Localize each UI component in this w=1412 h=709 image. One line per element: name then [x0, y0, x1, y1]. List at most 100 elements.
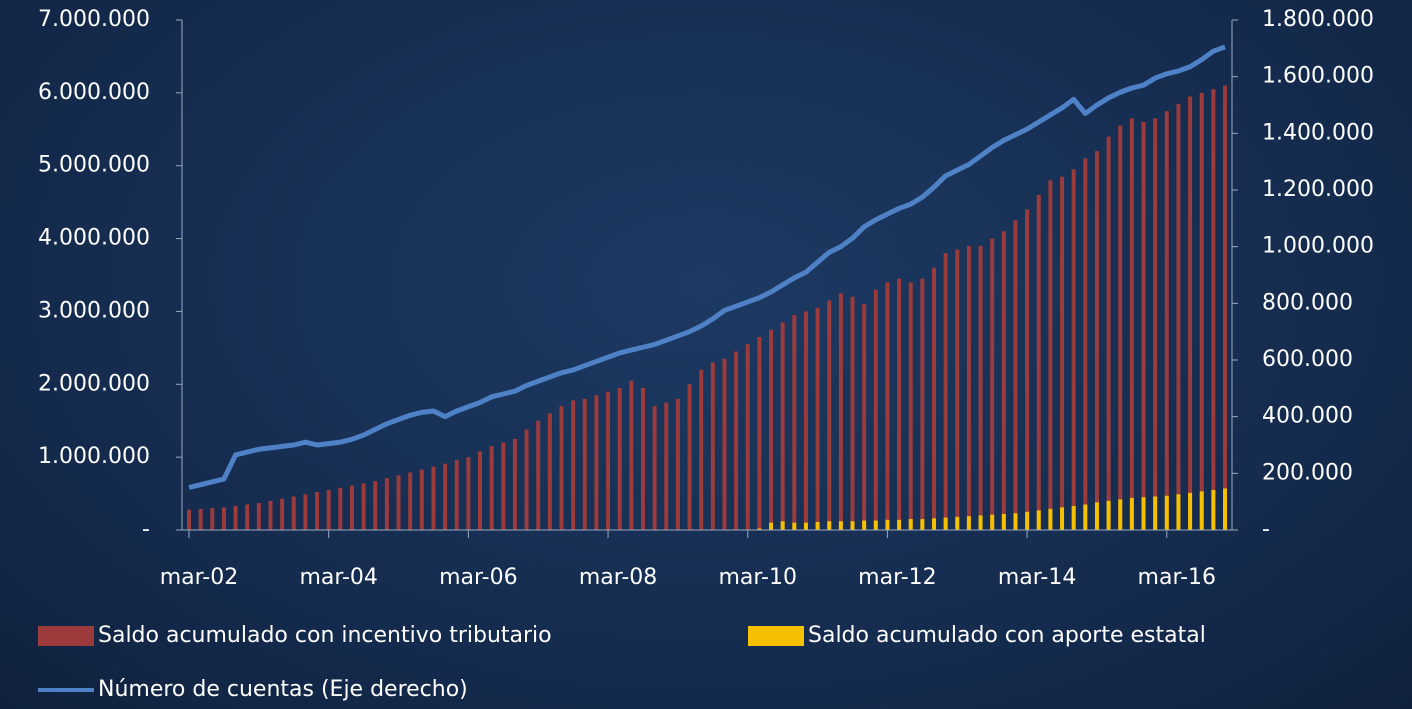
bar: [780, 322, 785, 530]
bar: [1083, 158, 1088, 530]
bar: [1060, 507, 1065, 530]
bar: [338, 487, 343, 530]
bar: [815, 307, 820, 530]
bar: [850, 296, 855, 530]
y-tick-label: 5.000.000: [38, 153, 150, 178]
bar: [1060, 176, 1065, 530]
bar: [838, 521, 843, 530]
legend-label: Saldo acumulado con aporte estatal: [808, 623, 1206, 648]
bar: [384, 478, 389, 530]
bar: [1106, 136, 1111, 531]
bar: [1176, 103, 1181, 531]
bar: [931, 518, 936, 530]
y-tick-label: 7.000.000: [38, 7, 150, 32]
x-tick-label: mar-12: [858, 565, 936, 590]
bar: [1118, 125, 1123, 531]
bar: [419, 469, 424, 530]
bar: [373, 481, 378, 530]
bar: [1025, 511, 1030, 530]
bar: [792, 315, 797, 530]
bar: [187, 509, 191, 530]
bar: [1199, 92, 1204, 530]
x-tick-label: mar-10: [718, 565, 796, 590]
bar: [885, 519, 890, 530]
bar: [675, 398, 680, 530]
bar: [699, 369, 704, 530]
y2-tick-label: 1.200.000: [1262, 177, 1374, 202]
y-tick-label: 4.000.000: [38, 226, 150, 251]
bar: [629, 380, 634, 530]
x-tick-label: mar-14: [998, 565, 1076, 590]
bar: [1118, 499, 1123, 530]
bar: [862, 520, 867, 530]
bar: [524, 429, 529, 530]
bar: [652, 406, 657, 530]
y2-tick-label: -: [1262, 517, 1270, 542]
bar: [361, 483, 366, 530]
y2-tick-label: 1.400.000: [1262, 120, 1374, 145]
legend-label: Saldo acumulado con incentivo tributario: [98, 623, 552, 648]
bar: [571, 400, 576, 530]
bar: [1141, 122, 1146, 530]
bar: [1036, 194, 1041, 530]
bar: [349, 485, 354, 530]
bar: [291, 496, 296, 530]
bar: [943, 253, 948, 530]
y-tick-label: 2.000.000: [38, 371, 150, 396]
bar: [1129, 118, 1134, 530]
bar: [827, 521, 832, 530]
bar: [443, 463, 448, 530]
bar: [955, 516, 960, 530]
bar: [769, 329, 774, 530]
bar: [769, 522, 774, 530]
bar: [640, 387, 645, 530]
bar: [1211, 89, 1216, 530]
bar: [955, 249, 960, 530]
bar: [966, 516, 971, 530]
bar: [606, 391, 611, 530]
bar: [990, 514, 995, 530]
bar: [315, 492, 320, 530]
y-tick-label: 6.000.000: [38, 80, 150, 105]
bar: [1164, 111, 1169, 531]
bar: [256, 503, 261, 530]
bar: [501, 442, 506, 530]
bar: [1176, 494, 1181, 530]
bar: [408, 472, 413, 530]
x-tick-label: mar-04: [299, 565, 377, 590]
bar: [559, 406, 564, 530]
y2-tick-label: 800.000: [1262, 290, 1353, 315]
bar: [862, 304, 867, 530]
bar: [582, 398, 587, 530]
bar: [687, 384, 692, 530]
bar: [547, 413, 552, 530]
bar: [1141, 497, 1146, 530]
bar: [943, 517, 948, 530]
bar: [489, 446, 494, 530]
bar: [1083, 504, 1088, 530]
bar: [210, 508, 215, 530]
bar: [931, 267, 936, 530]
bar: [617, 387, 622, 530]
bar: [815, 521, 820, 530]
legend-swatch: [748, 626, 804, 646]
bar: [1001, 231, 1006, 531]
bar: [1223, 488, 1227, 530]
bar: [594, 395, 599, 530]
bar: [268, 500, 273, 530]
bar: [873, 289, 878, 530]
bar: [757, 336, 762, 530]
bar: [198, 508, 203, 530]
bar: [536, 420, 541, 530]
bar: [1153, 118, 1158, 530]
bar: [966, 245, 971, 530]
x-tick-label: mar-16: [1138, 565, 1216, 590]
bar: [1129, 497, 1134, 530]
bar: [221, 507, 226, 530]
bar: [1013, 220, 1018, 530]
bar: [466, 457, 471, 530]
bar: [1164, 495, 1169, 530]
bar: [990, 238, 995, 531]
bar: [757, 528, 762, 530]
